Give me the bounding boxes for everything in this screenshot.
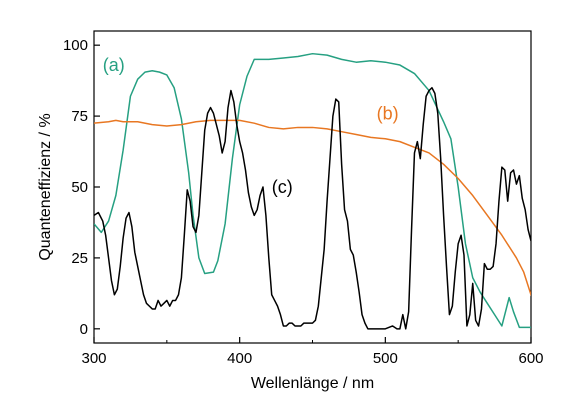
series-line-1 xyxy=(94,119,531,297)
x-ticks: 300 400 500 600 xyxy=(81,337,544,367)
x-tick-label-2: 500 xyxy=(373,350,398,367)
x-tick-label-1: 400 xyxy=(227,350,252,367)
plot-area: (a) (b) (c) 300 400 500 600 0 25 50 75 100 xyxy=(63,30,544,367)
series-label-2: (c) xyxy=(272,177,293,197)
series-group xyxy=(94,52,531,330)
series-label-0: (a) xyxy=(103,55,125,75)
y-tick-label-4: 100 xyxy=(63,37,88,54)
y-tick-label-0: 0 xyxy=(80,321,88,338)
series-labels: (a) (b) (c) xyxy=(103,55,399,197)
x-tick-label-3: 600 xyxy=(518,350,543,367)
series-line-0 xyxy=(94,52,531,329)
y-tick-label-2: 50 xyxy=(71,179,88,196)
series-label-1: (b) xyxy=(377,103,399,123)
y-tick-label-3: 75 xyxy=(71,108,88,125)
series-line-2 xyxy=(94,86,531,330)
y-ticks: 0 25 50 75 100 xyxy=(63,37,100,338)
y-axis-title: Quanteneffizienz / % xyxy=(37,113,54,260)
x-axis-title: Wellenlänge / nm xyxy=(251,375,374,392)
x-tick-label-0: 300 xyxy=(81,350,106,367)
y-tick-label-1: 25 xyxy=(71,250,88,267)
